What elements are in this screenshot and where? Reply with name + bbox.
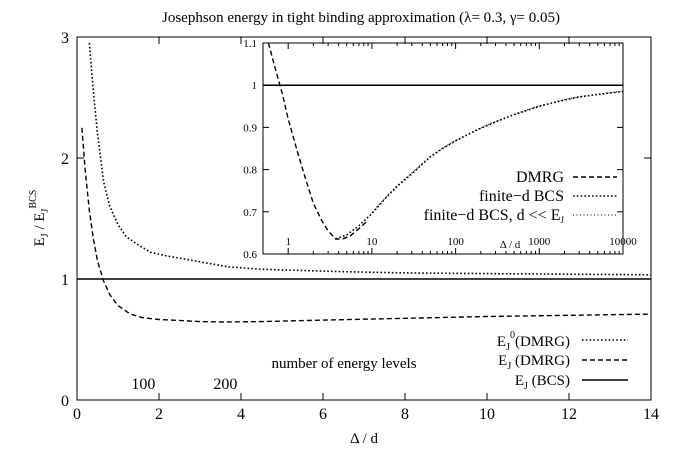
svg-text:finite−d BCS: finite−d BCS [479, 188, 564, 205]
series-line [88, 42, 652, 276]
legend-entry-finite-d-bcs-small-d: finite−d BCS, d << EJ [424, 207, 617, 225]
svg-text:EJ (BCS): EJ (BCS) [515, 373, 570, 392]
inset-y-tick-label: 0.8 [243, 165, 257, 177]
inset-series-line [335, 90, 624, 240]
svg-text:finite−d BCS, d << EJ: finite−d BCS, d << EJ [424, 207, 565, 225]
y-axis-label: EJ / EJBCS [28, 190, 51, 247]
inset-y-tick-label: 0.7 [243, 207, 257, 219]
x-tick-label: 14 [643, 406, 659, 423]
secondary-tick-label: 200 [213, 376, 237, 393]
x-tick-label: 8 [401, 406, 409, 423]
y-tick-label: 3 [61, 30, 69, 47]
inset-y-tick-label: 0.9 [243, 122, 257, 134]
secondary-tick-label: 100 [131, 376, 155, 393]
main-series [77, 42, 652, 323]
inset-x-tick-label: 1000 [528, 236, 551, 248]
inset-series-line [371, 90, 624, 213]
inset-x-tick-label: 10 [366, 236, 378, 248]
x-tick-label: 2 [155, 406, 163, 423]
legend-entry-ej-bcs: EJ (BCS) [515, 373, 628, 392]
x-tick-label: 4 [237, 406, 245, 423]
inset-series-line [267, 42, 369, 240]
inset-ticks: 1 10 100 1000 10000 0.6 0.7 0.8 0.9 1 1.1 [243, 38, 637, 261]
svg-text:EJ0(DMRG): EJ0(DMRG) [497, 330, 570, 353]
y-tick-label: 0 [61, 393, 69, 410]
secondary-ticks: 100 200 [131, 376, 237, 393]
inset-x-tick-label: 10000 [609, 236, 637, 248]
legend-entry-ej0-dmrg: EJ0(DMRG) [497, 330, 628, 353]
svg-text:EJ (DMRG): EJ (DMRG) [498, 353, 570, 372]
main-legend: EJ0(DMRG) EJ (DMRG) EJ (BCS) [497, 330, 628, 392]
x-tick-label: 12 [561, 406, 577, 423]
inset-legend: DMRG finite−d BCS finite−d BCS, d << EJ [424, 169, 617, 225]
inset-series [263, 42, 624, 240]
secondary-axis-label: number of energy levels [271, 356, 416, 372]
x-axis-label: Δ / d [350, 431, 378, 447]
inset-x-tick-label: 100 [447, 236, 464, 248]
main-plot-frame [76, 36, 652, 401]
x-tick-label: 0 [73, 406, 81, 423]
svg-text:DMRG: DMRG [516, 169, 564, 186]
x-tick-label: 10 [479, 406, 495, 423]
inset-x-axis-label: Δ / d [500, 239, 521, 251]
legend-entry-ej-dmrg: EJ (DMRG) [498, 353, 628, 372]
inset-y-tick-label: 1.1 [243, 38, 257, 50]
legend-entry-finite-d-bcs: finite−d BCS [479, 188, 617, 205]
inset-y-tick-label: 0.6 [243, 249, 257, 261]
inset-y-tick-label: 1 [252, 80, 258, 92]
chart-title: Josephson energy in tight binding approx… [162, 10, 560, 26]
series-line [81, 127, 652, 323]
y-tick-label: 2 [61, 151, 69, 168]
inset-x-tick-label: 1 [285, 236, 291, 248]
y-tick-label: 1 [61, 272, 69, 289]
x-tick-label: 6 [319, 406, 327, 423]
legend-entry-dmrg: DMRG [516, 169, 617, 186]
